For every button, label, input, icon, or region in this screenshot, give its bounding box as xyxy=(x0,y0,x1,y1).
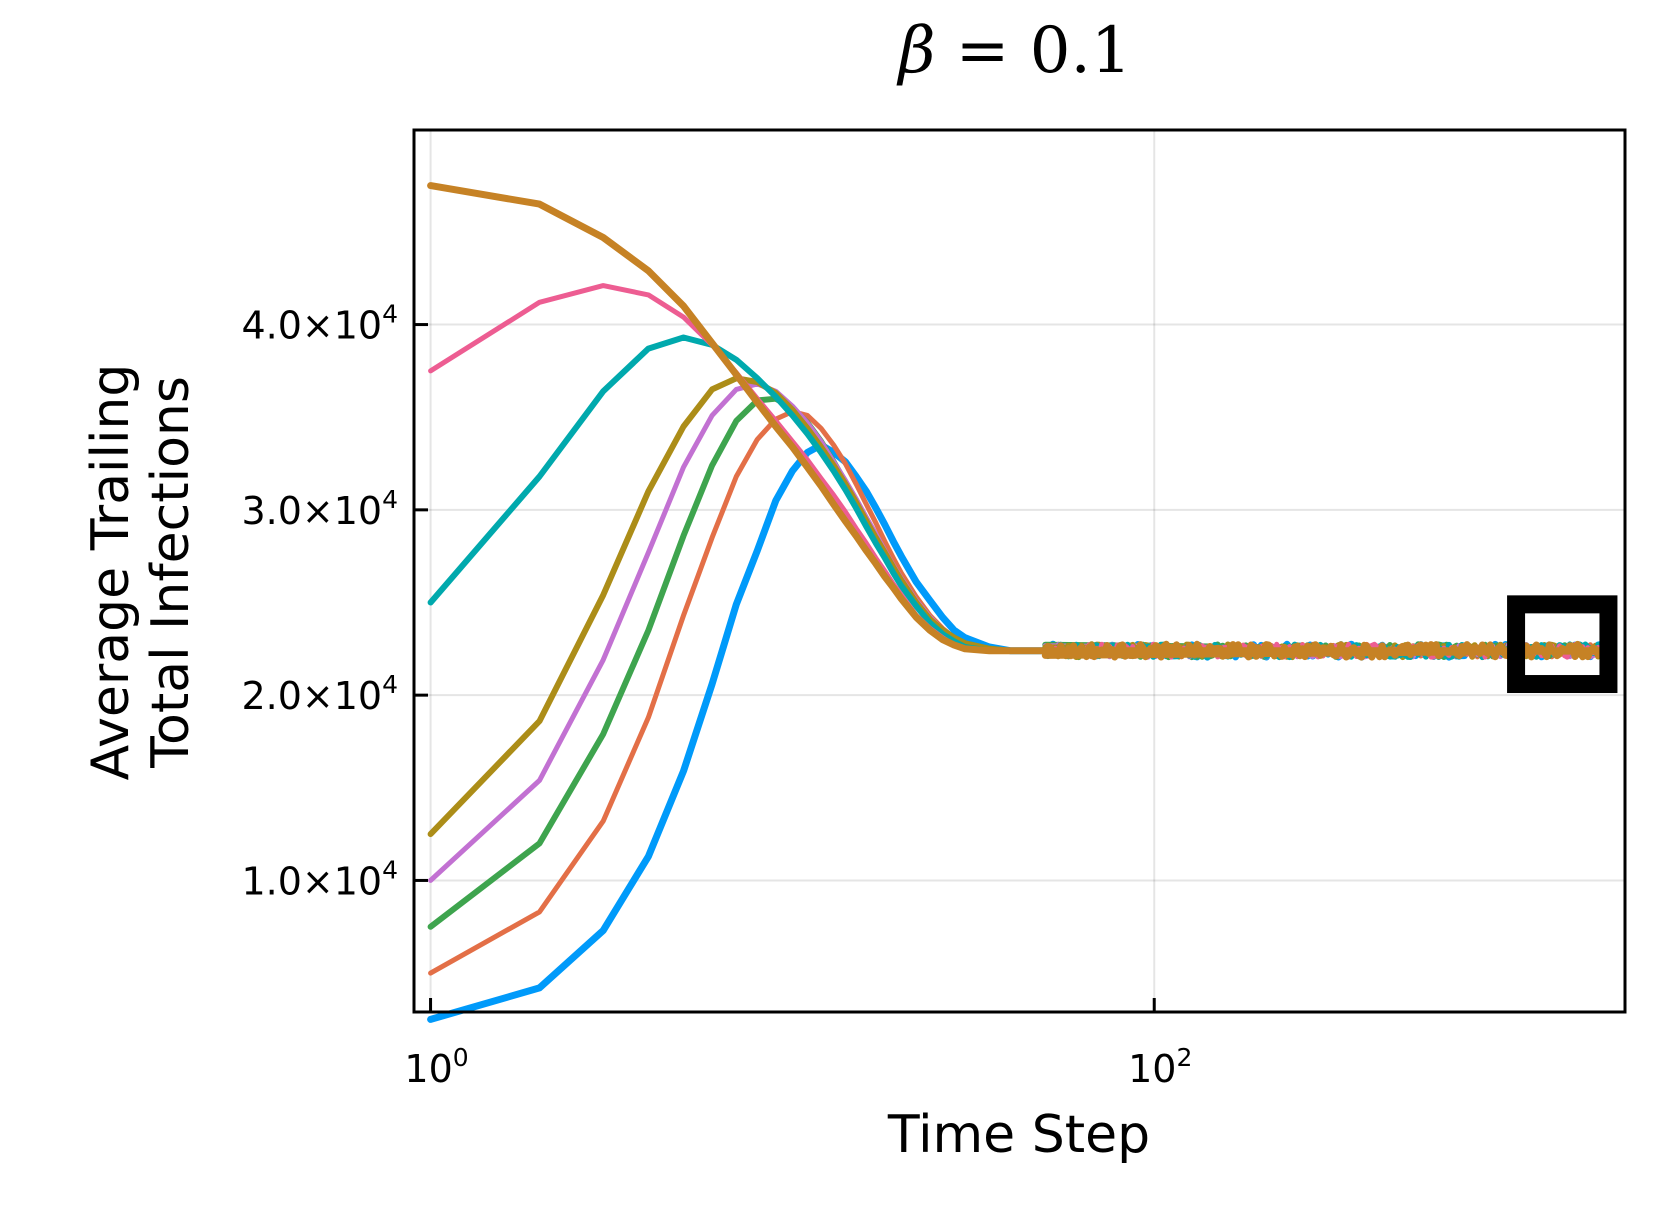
y-tick-label: 4.0×104 xyxy=(241,300,398,348)
x-tick-base: 10 xyxy=(1128,1047,1176,1091)
y-tick-exponent: 4 xyxy=(382,670,398,699)
x-tick-label: 102 xyxy=(1128,1043,1192,1091)
y-tick-mantissa: 3.0×10 xyxy=(241,489,382,533)
y-tick-label: 2.0×104 xyxy=(241,670,398,718)
highlight-box-layer xyxy=(1507,595,1618,694)
chart-title-value: = 0.1 xyxy=(935,14,1131,88)
chart-title-symbol: β xyxy=(896,14,935,88)
x-axis-ticks: 100 102 xyxy=(404,998,1192,1091)
series-line-8 xyxy=(427,182,1612,661)
x-tick-base: 10 xyxy=(404,1047,452,1091)
y-tick-exponent: 4 xyxy=(382,300,398,329)
y-tick-exponent: 4 xyxy=(382,855,398,884)
plot-frame xyxy=(412,128,1627,1014)
x-axis-label: Time Step xyxy=(887,1105,1150,1165)
x-tick-exponent: 2 xyxy=(1176,1043,1192,1072)
y-tick-label: 3.0×104 xyxy=(241,485,398,533)
y-axis-label: Average Trailing Total Infections xyxy=(81,364,201,781)
y-tick-exponent: 4 xyxy=(382,485,398,514)
y-tick-mantissa: 4.0×10 xyxy=(241,304,382,348)
x-tick-exponent: 0 xyxy=(453,1043,469,1072)
grid-lines xyxy=(414,130,1625,1012)
chart-title: β = 0.1 xyxy=(896,14,1131,88)
y-axis-label-line-1: Average Trailing xyxy=(81,364,141,781)
x-tick-label: 100 xyxy=(404,1043,468,1091)
y-axis-label-line-2: Total Infections xyxy=(141,376,201,769)
y-tick-label: 1.0×104 xyxy=(241,855,398,903)
y-tick-mantissa: 2.0×10 xyxy=(241,674,382,718)
highlight-box xyxy=(1507,595,1618,694)
series-lines xyxy=(427,182,1612,1023)
y-tick-mantissa: 1.0×10 xyxy=(241,859,382,903)
